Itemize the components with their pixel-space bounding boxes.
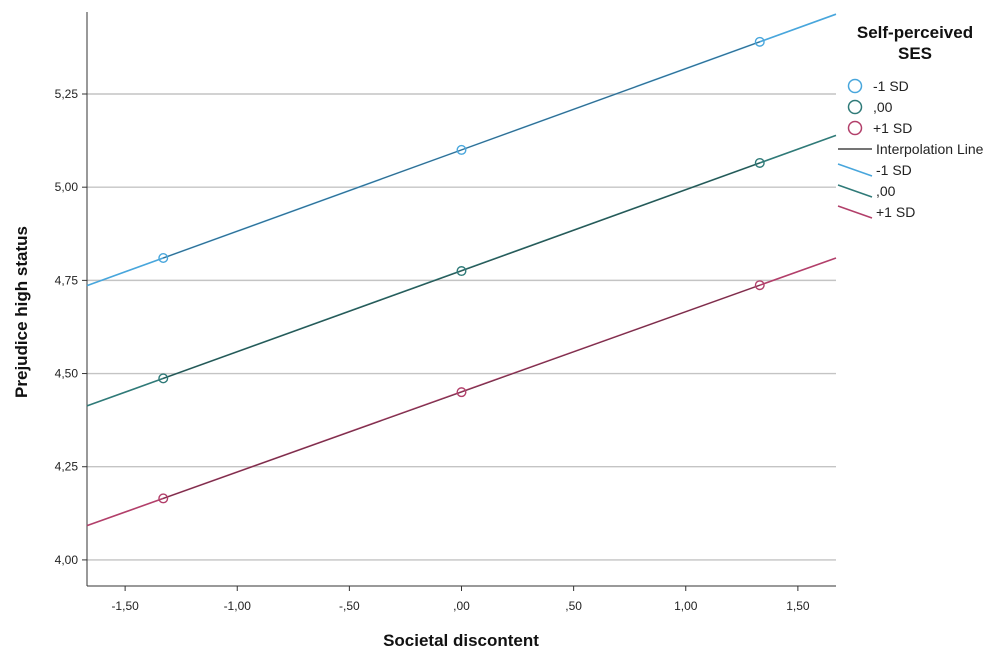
x-tick-label-6: 1,50 [786,599,810,613]
interpolation-line-1 [163,162,760,379]
y-tick-label-3: 4,75 [55,273,79,287]
legend-marker-label-0: -1 SD [873,78,909,94]
interpolation-line-2 [163,284,760,499]
legend-interpolation-label: Interpolation Line [876,141,984,157]
legend-marker-label-2: +1 SD [873,120,912,136]
x-axis-title: Societal discontent [383,631,539,650]
legend-line-label-2: +1 SD [876,204,915,220]
series-1-point-0 [158,373,169,384]
x-tick-label-4: ,50 [565,599,582,613]
y-tick-label-0: 4,00 [55,553,79,567]
legend-marker-0 [847,78,863,94]
x-tick-label-5: 1,00 [674,599,698,613]
series-2-point-0 [158,493,169,504]
series-2-point-2 [754,280,765,291]
series-line-2 [86,257,837,527]
y-tick-label-2: 4,50 [55,367,79,381]
y-tick-label-4: 5,00 [55,180,79,194]
legend-title-line-1: Self-perceived [857,23,973,42]
y-tick-label-1: 4,25 [55,460,79,474]
y-tick-label-5: 5,25 [55,87,79,101]
legend-marker-1 [847,99,863,115]
interpolation-line-0 [163,41,760,259]
series-line-0 [86,13,837,287]
legend-title-line-2: SES [898,44,932,63]
series-0-point-1 [456,144,467,155]
legend: Self-perceived SES -1 SD ,00 +1 SD Interpol… [837,23,984,220]
series-1-point-2 [754,157,765,168]
x-tick-label-1: -1,00 [224,599,252,613]
x-tick-label-3: ,00 [453,599,470,613]
x-tick-label-0: -1,50 [111,599,139,613]
series-1-point-1 [456,266,467,277]
axis-layer [86,12,836,587]
series-0-point-0 [158,252,169,263]
legend-line-2 [837,205,873,219]
legend-entries: -1 SD ,00 +1 SD Interpolation Line -1 SD ,00 +… [837,78,984,220]
x-tick-label-2: -,50 [339,599,360,613]
grid-layer [87,93,836,561]
y-axis-title: Prejudice high status [12,226,31,398]
legend-line-1 [837,184,873,198]
series-line-1 [86,134,837,407]
legend-line-label-0: -1 SD [876,162,912,178]
legend-line-label-1: ,00 [876,183,896,199]
legend-line-0 [837,163,873,177]
series-layer [86,13,837,527]
series-2-point-1 [456,387,467,398]
legend-marker-label-1: ,00 [873,99,893,115]
title-layer: Societal discontent Prejudice high statu… [12,226,539,650]
tick-layer: -1,50 -1,00 -,50 ,00 ,50 1,00 1,50 4,00 4,25 4,50… [55,87,810,613]
series-0-point-2 [754,36,765,47]
legend-marker-2 [847,120,863,136]
